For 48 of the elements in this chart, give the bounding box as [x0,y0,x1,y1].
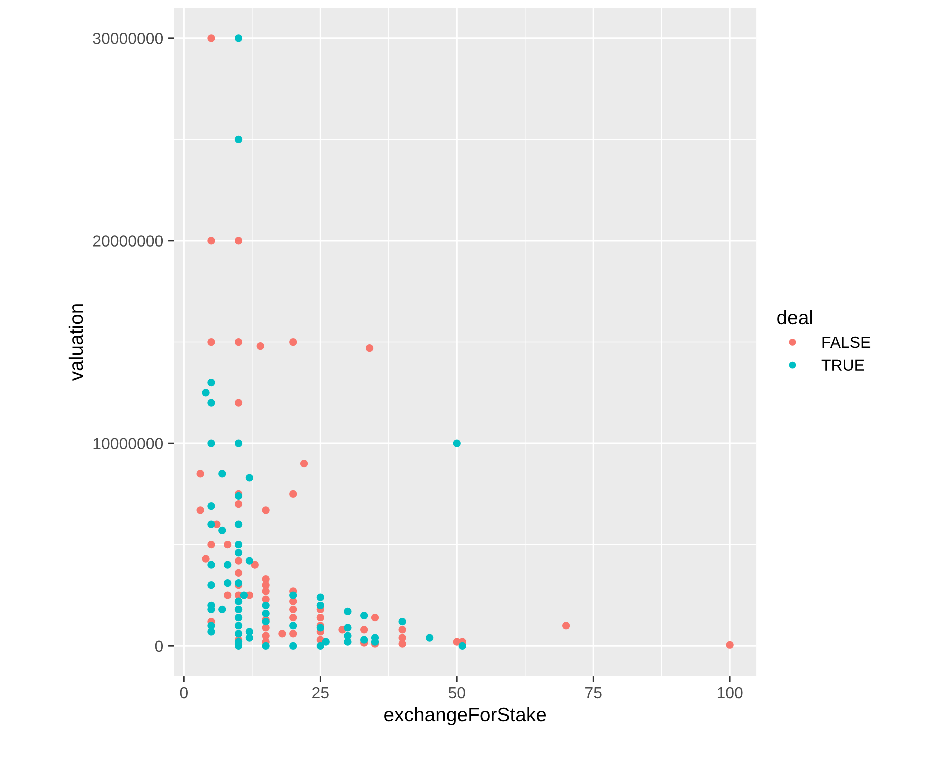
point [234,237,243,245]
point [290,630,298,638]
x-tick-label: 25 [312,687,329,699]
y-tick-label: 20000000 [93,236,164,247]
point [234,500,243,508]
point [208,541,216,549]
y-tick-label: 0 [155,640,164,652]
y-axis-title: valuation [68,304,84,382]
point [726,641,734,649]
point [196,506,204,514]
point [208,237,216,245]
point [224,541,232,549]
y-tick-label: 30000000 [93,33,164,44]
legend-label: TRUE [822,360,864,372]
point [316,614,324,622]
point [366,344,374,352]
point [278,630,286,638]
point [262,506,270,514]
point [234,557,243,565]
point [300,460,308,468]
point [234,338,243,346]
point [234,399,243,407]
x-axis-title: exchangeForStake [384,707,546,726]
point [398,640,406,648]
point [256,342,264,350]
point [202,555,210,563]
point [290,614,298,622]
legend-title: deal [778,310,812,325]
x-tick-label: 75 [586,688,602,699]
point [371,614,380,622]
point [398,626,406,634]
point [208,34,216,42]
point [262,588,270,596]
y-tick-label: 10000000 [94,438,164,450]
legend-label: FALSE [822,336,871,348]
point [208,338,216,346]
x-tick-label: 0 [180,687,188,699]
point [224,592,232,600]
x-tick-label: 100 [718,687,743,699]
point [562,622,570,630]
point [196,470,204,478]
point [290,490,298,498]
point [290,606,298,614]
point [360,626,368,634]
x-tick-label: 50 [448,687,466,699]
point [251,561,259,569]
point [290,338,298,346]
point [234,569,243,578]
